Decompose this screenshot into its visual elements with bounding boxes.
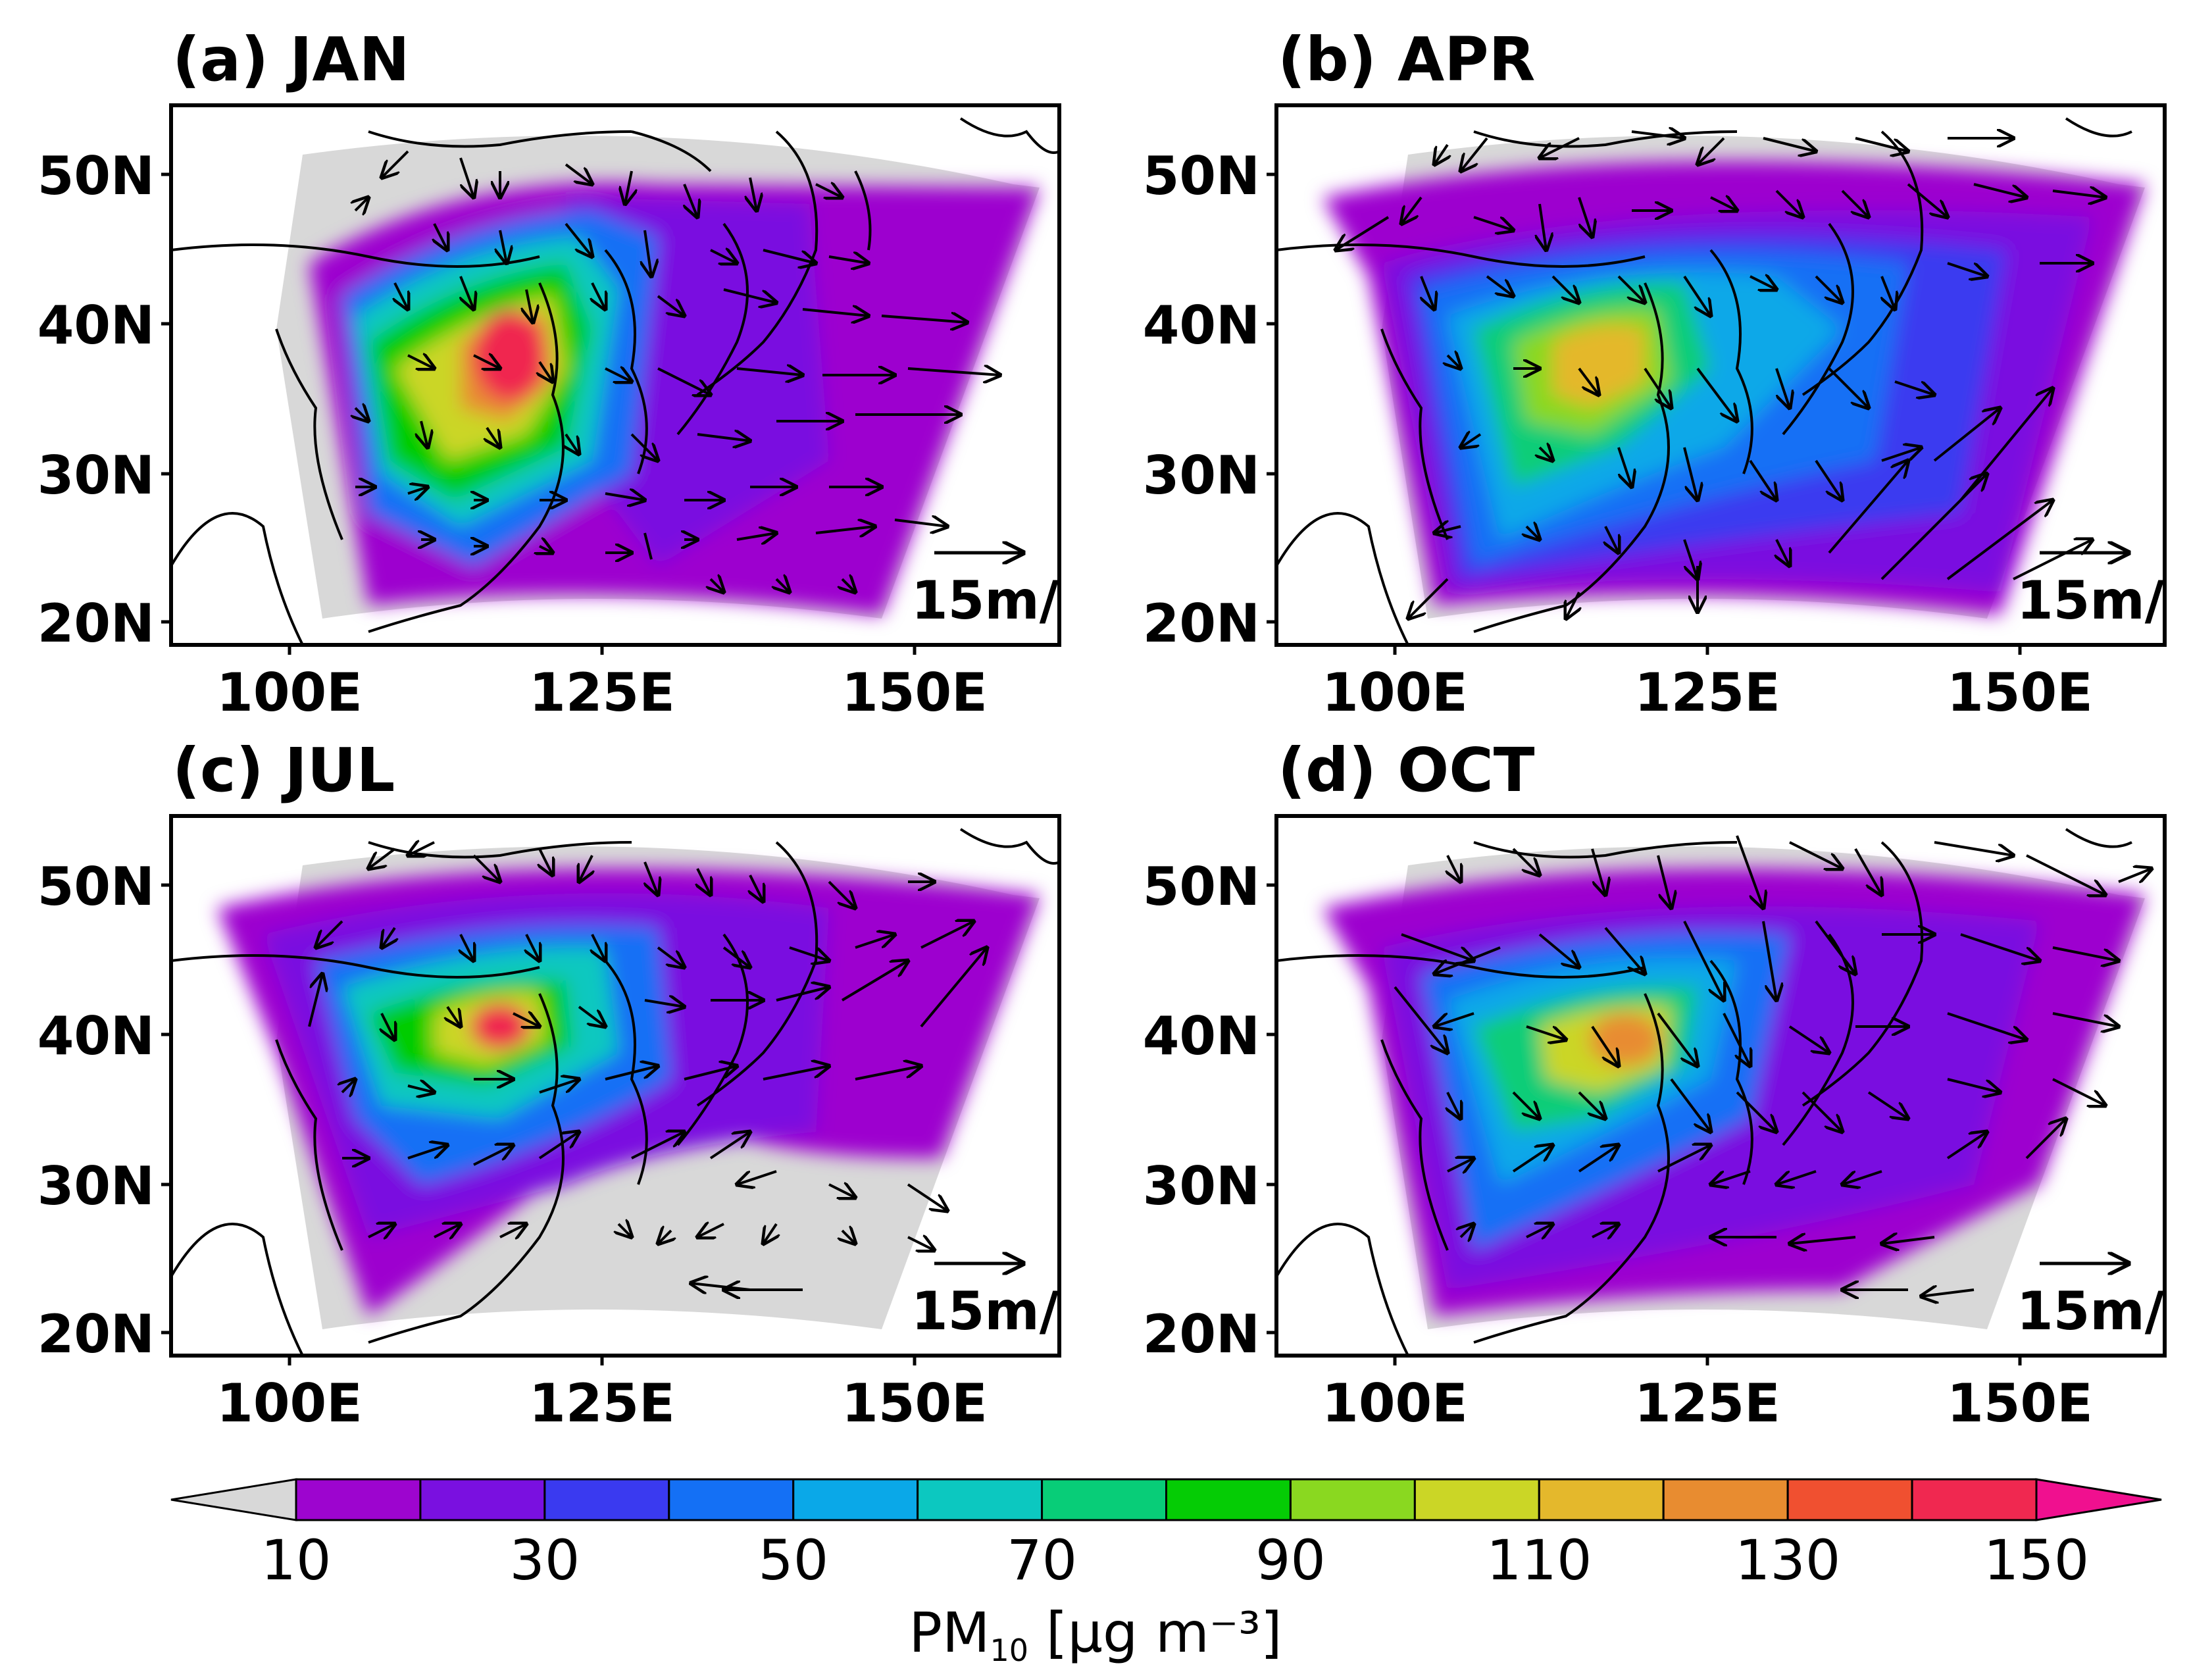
wind-scale-label: 15m/s: [2017, 570, 2191, 631]
pm10-hotspot: [474, 309, 546, 401]
colorbar-cell: [1786, 1478, 1913, 1521]
wind-scale-label: 15m/s: [2017, 1281, 2191, 1342]
colorbar-tick-label: 10: [261, 1528, 332, 1592]
coastlines: [1276, 828, 2132, 1356]
lon-tick-100: 100E: [216, 662, 363, 723]
panel-frame: [169, 814, 1061, 1358]
lat-tick-50: 50N: [38, 856, 155, 917]
map-panel-apr: (b) APR: [1143, 24, 2191, 723]
colorbar-over-triangle: [2035, 1478, 2162, 1521]
lat-tick-20: 20N: [1143, 593, 1260, 654]
wind-scale-label: 15m/s: [911, 570, 1090, 631]
lat-tick-50: 50N: [1143, 856, 1260, 917]
wind-vectors: [308, 842, 987, 1290]
colorbar-cell: [419, 1478, 546, 1521]
colorbar-cell: [1041, 1478, 1167, 1521]
wind-scale-label: 15m/s: [911, 1281, 1090, 1342]
wind-vectors: [1394, 835, 2152, 1296]
lat-tick-40: 40N: [38, 1005, 155, 1067]
lon-tick-125: 125E: [1634, 1373, 1780, 1434]
pm10-field-120: [1553, 324, 1645, 408]
colorbar-label-units: [μg m⁻³]: [1028, 1600, 1282, 1665]
map-panel-jul: (c) JUL: [38, 735, 1090, 1434]
colorbar-cell: [917, 1478, 1044, 1521]
axis-ticks: [161, 172, 917, 655]
colorbar-cell: [1289, 1478, 1416, 1521]
lon-tick-150: 150E: [1947, 1373, 2093, 1434]
colorbar-tick-label: 90: [1255, 1528, 1326, 1592]
colorbar-cell: [295, 1478, 422, 1521]
lat-tick-40: 40N: [1143, 295, 1260, 356]
wind-vectors: [355, 150, 1000, 592]
lat-tick-20: 20N: [38, 593, 155, 654]
panel-title: (d) OCT: [1278, 735, 1535, 805]
colorbar-tick-label: 70: [1007, 1528, 1077, 1592]
map-panel-oct: (d) OCT: [1143, 735, 2191, 1434]
lat-tick-30: 30N: [38, 445, 155, 506]
lat-tick-30: 30N: [1143, 1156, 1260, 1217]
colorbar-cell: [668, 1478, 795, 1521]
colorbar-cell: [1165, 1478, 1292, 1521]
panel-frame: [1274, 814, 2167, 1358]
wind-vectors: [1336, 132, 2105, 619]
colorbar-cell: [1538, 1478, 1665, 1521]
lon-tick-100: 100E: [1322, 1373, 1468, 1434]
lat-tick-40: 40N: [1143, 1005, 1260, 1067]
lat-tick-20: 20N: [1143, 1304, 1260, 1365]
map-panel-jan: (a) JAN: [38, 24, 1090, 723]
panel-frame: [169, 103, 1061, 647]
axis-ticks: [1267, 883, 2022, 1365]
colorbar: 10 30 50 70 90 110 130 150 PM10 [μg m⁻³]: [170, 1478, 2162, 1668]
lon-tick-125: 125E: [529, 1373, 675, 1434]
colorbar-label-sub: 10: [990, 1633, 1029, 1668]
axis-ticks: [1267, 172, 2022, 655]
colorbar-cell: [1662, 1478, 1789, 1521]
lon-tick-150: 150E: [842, 1373, 988, 1434]
lon-tick-125: 125E: [1634, 662, 1780, 723]
colorbar-tick-label: 150: [1984, 1528, 2089, 1592]
lon-tick-150: 150E: [1947, 662, 2093, 723]
lat-tick-50: 50N: [1143, 145, 1260, 207]
colorbar-tick-label: 30: [509, 1528, 580, 1592]
lat-tick-50: 50N: [38, 145, 155, 207]
panel-title: (c) JUL: [172, 735, 395, 805]
lon-tick-100: 100E: [1322, 662, 1468, 723]
colorbar-cell: [543, 1478, 670, 1521]
axis-ticks: [161, 883, 917, 1365]
colorbar-tick-label: 110: [1486, 1528, 1592, 1592]
lat-tick-30: 30N: [38, 1156, 155, 1217]
coastlines: [1276, 117, 2132, 645]
pm10-hotspot: [470, 1004, 530, 1050]
lat-tick-30: 30N: [1143, 445, 1260, 506]
colorbar-cell: [1413, 1478, 1540, 1521]
lon-tick-100: 100E: [216, 1373, 363, 1434]
lat-tick-40: 40N: [38, 295, 155, 356]
colorbar-cell: [1911, 1478, 2038, 1521]
panel-title: (a) JAN: [172, 24, 410, 95]
colorbar-tick-label: 130: [1735, 1528, 1840, 1592]
panel-title: (b) APR: [1278, 24, 1535, 95]
panel-frame: [1274, 103, 2167, 647]
lon-tick-125: 125E: [529, 662, 675, 723]
colorbar-label: PM10 [μg m⁻³]: [909, 1600, 1282, 1668]
colorbar-cell: [792, 1478, 919, 1521]
lon-tick-150: 150E: [842, 662, 988, 723]
lat-tick-20: 20N: [38, 1304, 155, 1365]
colorbar-tick-label: 50: [758, 1528, 828, 1592]
colorbar-label-main: PM: [909, 1600, 990, 1665]
colorbar-under-triangle: [170, 1478, 297, 1521]
